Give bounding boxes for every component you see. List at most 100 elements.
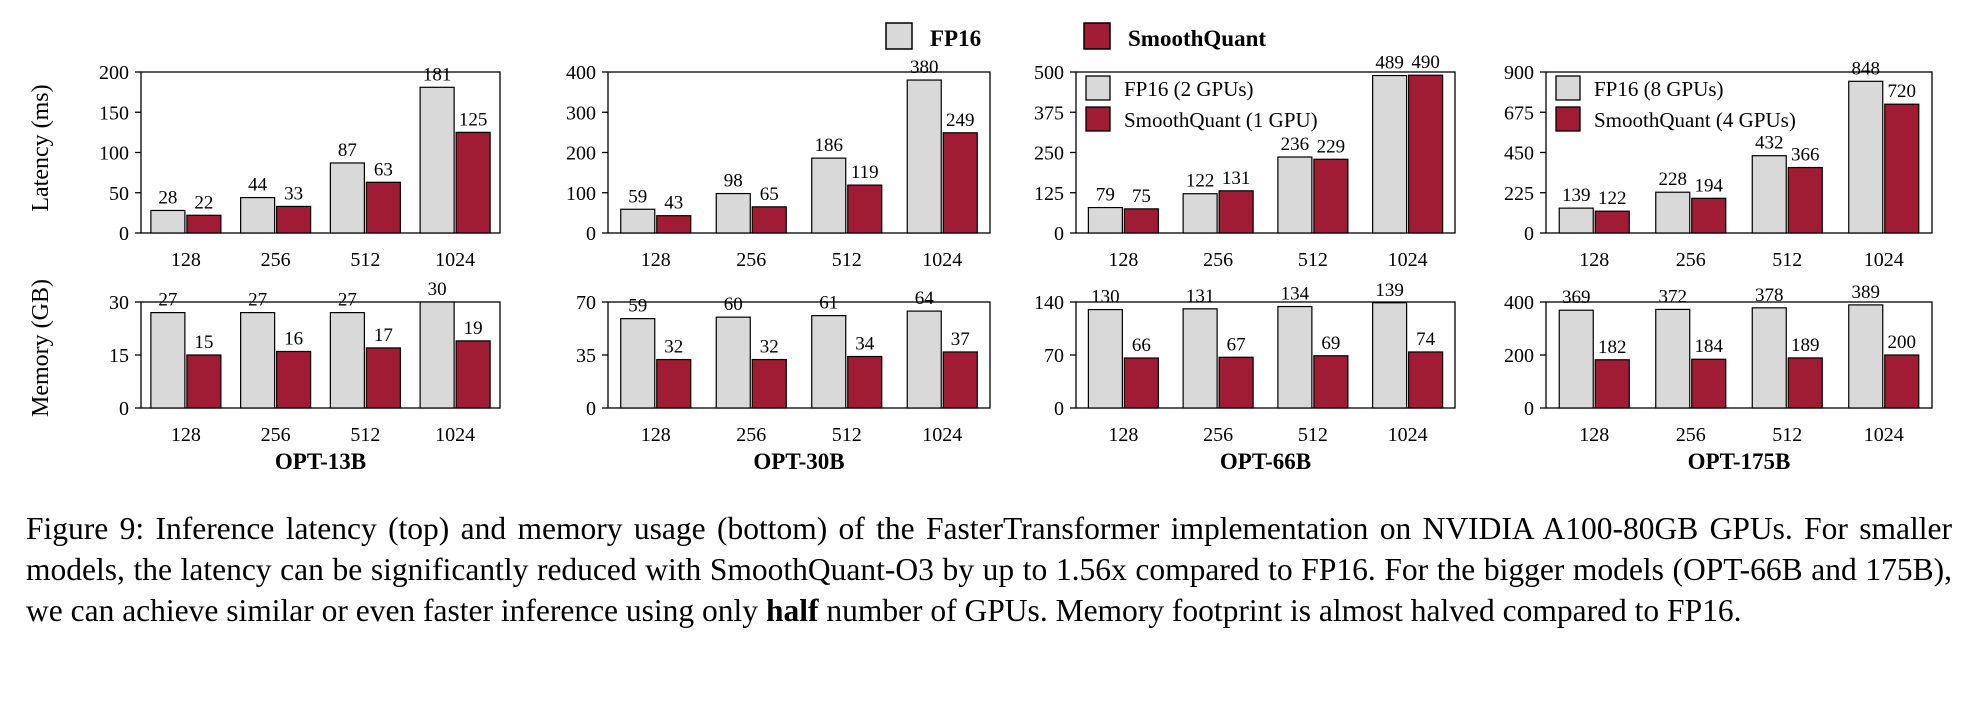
y-tick-label: 150 xyxy=(99,102,129,124)
bar-smoothquant xyxy=(751,358,787,409)
top-legend: FP16 SmoothQuant xyxy=(885,22,1266,51)
inner-legend-swatch xyxy=(1555,75,1581,101)
bar-value-label: 228 xyxy=(1659,169,1688,190)
bar-smoothquant xyxy=(656,358,692,409)
x-tick-label: 256 xyxy=(1203,249,1233,271)
x-tick-label: 128 xyxy=(641,424,671,446)
legend-swatch-fp16 xyxy=(885,22,913,50)
y-tick-label: 200 xyxy=(99,62,129,84)
caption-bold-word: half xyxy=(765,593,819,628)
bar-smoothquant xyxy=(1691,197,1727,234)
bar-value-label: 380 xyxy=(910,57,939,78)
bar-value-label: 139 xyxy=(1375,280,1404,301)
bar-value-label: 119 xyxy=(851,162,879,183)
bar-value-label: 229 xyxy=(1317,136,1346,157)
bar-value-label: 369 xyxy=(1562,287,1591,308)
bar-value-label: 432 xyxy=(1755,133,1784,154)
bar-smoothquant xyxy=(186,214,222,234)
y-tick-label: 200 xyxy=(1504,345,1534,367)
panel-title-opt-30b: OPT-30B xyxy=(753,449,844,474)
x-tick-label: 512 xyxy=(1772,424,1802,446)
bar-smoothquant xyxy=(276,350,312,409)
panel-opt-175b-memory: 0 200 400 369 182 128 372 184 256 378 189 512 389 200… xyxy=(1504,282,1933,474)
bar-fp16 xyxy=(1751,155,1787,234)
bar-fp16 xyxy=(1655,308,1691,409)
legend-label-smoothquant: SmoothQuant xyxy=(1128,26,1266,51)
bar-value-label: 69 xyxy=(1321,333,1340,354)
bar-fp16 xyxy=(1182,308,1218,409)
y-tick-label: 0 xyxy=(119,223,129,245)
x-tick-label: 128 xyxy=(641,249,671,271)
x-tick-label: 512 xyxy=(1772,249,1802,271)
x-tick-label: 512 xyxy=(350,424,380,446)
bar-fp16 xyxy=(150,312,186,409)
bar-value-label: 125 xyxy=(459,109,488,130)
x-tick-label: 1024 xyxy=(1388,249,1428,271)
y-tick-label: 70 xyxy=(576,292,596,314)
bar-value-label: 139 xyxy=(1562,185,1591,206)
bar-value-label: 848 xyxy=(1852,58,1881,79)
bar-fp16 xyxy=(419,86,455,234)
inner-legend-label: FP16 (8 GPUs) xyxy=(1594,77,1724,101)
y-tick-label: 0 xyxy=(586,398,596,420)
bar-value-label: 98 xyxy=(724,171,743,192)
bar-fp16 xyxy=(329,162,365,234)
bar-value-label: 194 xyxy=(1695,175,1724,196)
x-tick-label: 512 xyxy=(1298,249,1328,271)
bar-smoothquant xyxy=(942,132,978,234)
y-tick-label: 0 xyxy=(1054,223,1064,245)
bar-value-label: 32 xyxy=(760,337,779,358)
bar-value-label: 489 xyxy=(1375,53,1404,74)
bar-value-label: 378 xyxy=(1755,285,1784,306)
x-tick-label: 512 xyxy=(832,249,862,271)
legend-label-fp16: FP16 xyxy=(930,26,981,51)
bar-fp16 xyxy=(1372,74,1408,234)
x-tick-label: 256 xyxy=(261,249,291,271)
bar-value-label: 130 xyxy=(1091,287,1120,308)
bar-fp16 xyxy=(329,312,365,409)
panel-title-opt-13b: OPT-13B xyxy=(275,449,366,474)
bar-smoothquant xyxy=(1313,158,1349,234)
bar-fp16 xyxy=(715,192,751,234)
bar-fp16 xyxy=(1558,207,1594,234)
bar-value-label: 720 xyxy=(1888,81,1917,102)
inner-legend-label: SmoothQuant (1 GPU) xyxy=(1124,108,1318,132)
bar-smoothquant xyxy=(942,351,978,409)
bar-value-label: 22 xyxy=(194,192,213,213)
y-tick-label: 50 xyxy=(109,183,129,205)
bar-value-label: 122 xyxy=(1598,188,1627,209)
bar-value-label: 32 xyxy=(664,337,683,358)
bar-value-label: 249 xyxy=(946,110,975,131)
bar-smoothquant xyxy=(365,181,401,234)
bar-smoothquant xyxy=(1594,359,1630,409)
bar-value-label: 28 xyxy=(158,187,177,208)
y-tick-label: 140 xyxy=(1034,292,1064,314)
x-tick-label: 256 xyxy=(1203,424,1233,446)
bar-smoothquant xyxy=(1218,356,1254,409)
bar-fp16 xyxy=(811,157,847,234)
x-tick-label: 128 xyxy=(1108,249,1138,271)
bar-smoothquant xyxy=(276,205,312,234)
bar-fp16 xyxy=(1655,191,1691,234)
bar-value-label: 65 xyxy=(760,184,779,205)
bar-fp16 xyxy=(1558,309,1594,409)
bar-smoothquant xyxy=(1787,357,1823,409)
inner-legend-swatch xyxy=(1085,106,1111,132)
bar-smoothquant xyxy=(1884,354,1920,409)
y-tick-label: 500 xyxy=(1034,62,1064,84)
y-tick-label: 0 xyxy=(1524,223,1534,245)
bar-fp16 xyxy=(1751,307,1787,409)
bar-smoothquant xyxy=(1691,358,1727,409)
bar-smoothquant xyxy=(751,206,787,234)
bar-value-label: 134 xyxy=(1281,284,1310,305)
bar-smoothquant xyxy=(365,347,401,409)
panel-opt-13b-memory: 0 15 30 27 15 128 27 16 256 27 17 512 30 19 1024 OPT-13… xyxy=(109,279,501,474)
bar-fp16 xyxy=(150,209,186,234)
x-tick-label: 256 xyxy=(1676,249,1706,271)
bar-fp16 xyxy=(1848,304,1884,409)
bar-value-label: 200 xyxy=(1888,332,1917,353)
x-tick-label: 128 xyxy=(1579,424,1609,446)
bar-value-label: 44 xyxy=(248,175,268,196)
bar-fp16 xyxy=(1182,193,1218,234)
